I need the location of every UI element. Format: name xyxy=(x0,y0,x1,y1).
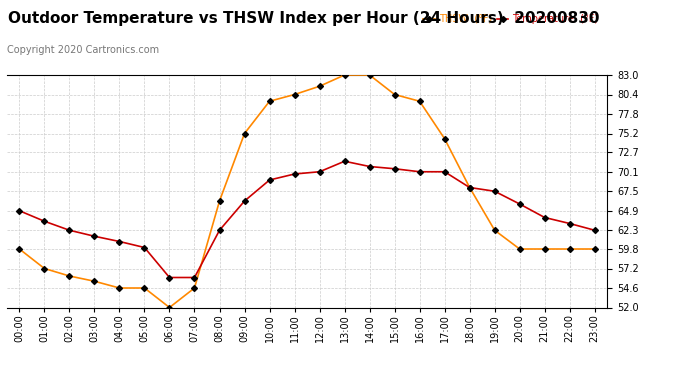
Text: Outdoor Temperature vs THSW Index per Hour (24 Hours)  20200830: Outdoor Temperature vs THSW Index per Ho… xyxy=(8,11,600,26)
Legend: THSW  (°F), Temperature  (°F): THSW (°F), Temperature (°F) xyxy=(420,10,602,28)
Text: Copyright 2020 Cartronics.com: Copyright 2020 Cartronics.com xyxy=(7,45,159,55)
